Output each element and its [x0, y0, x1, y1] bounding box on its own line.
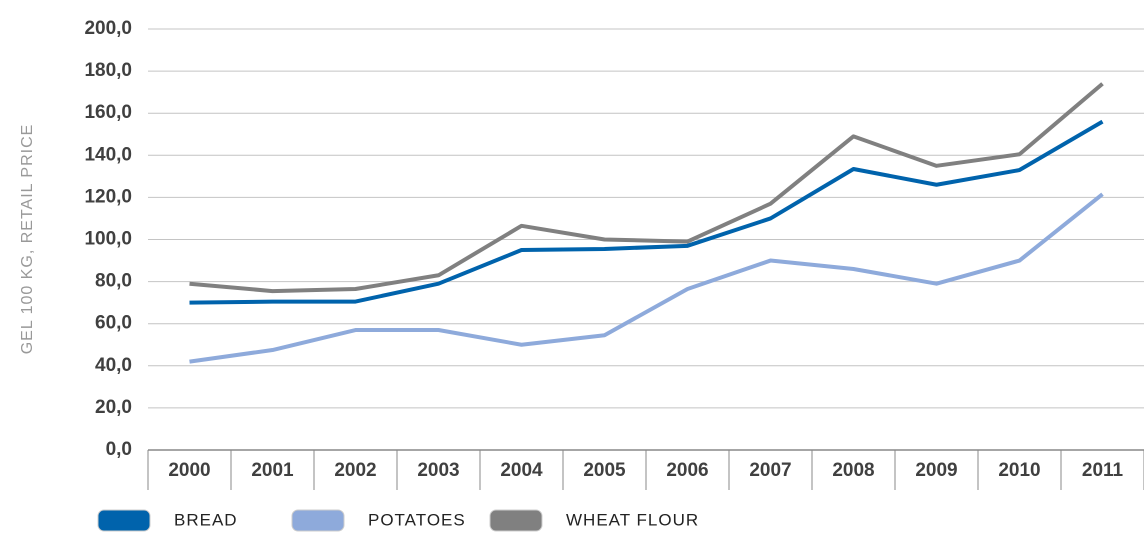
x-tick-label: 2005: [583, 460, 626, 481]
x-tick-label: 2007: [749, 460, 791, 481]
series-line: [189, 82, 1104, 294]
y-tick-label: 200,0: [84, 18, 132, 39]
y-tick-label: 120,0: [84, 186, 132, 207]
legend-label: BREAD: [174, 510, 238, 529]
series-line: [189, 119, 1104, 305]
x-tick-label: 2000: [168, 460, 210, 481]
legend-label: POTATOES: [368, 510, 466, 529]
legend-swatch: [291, 509, 345, 532]
y-tick-label: 180,0: [84, 60, 132, 81]
x-tick-label: 2003: [417, 460, 459, 481]
y-tick-label: 60,0: [95, 313, 132, 334]
y-tick-label: 20,0: [95, 397, 132, 418]
x-tick-label: 2004: [500, 460, 543, 481]
x-tick-label: 2002: [334, 460, 376, 481]
x-tick-label: 2008: [832, 460, 874, 481]
y-tick-label: 160,0: [84, 102, 132, 123]
y-tick-label: 80,0: [95, 271, 132, 292]
x-tick-label: 2001: [251, 460, 294, 481]
y-axis-label: GEL 100 KG, RETAIL PRICE: [19, 124, 36, 355]
y-tick-label: 140,0: [84, 144, 132, 165]
x-tick-label: 2010: [998, 460, 1040, 481]
y-tick-label: 40,0: [95, 355, 132, 376]
x-tick-label: 2009: [915, 460, 957, 481]
y-tick-label: 0,0: [106, 439, 132, 460]
x-tick-label: 2011: [1082, 460, 1124, 481]
legend-swatch: [97, 509, 151, 532]
legend-label: WHEAT FLOUR: [566, 510, 699, 529]
legend-swatch: [489, 509, 543, 532]
x-tick-label: 2006: [666, 460, 708, 481]
y-tick-label: 100,0: [84, 229, 132, 250]
series-line: [189, 192, 1104, 364]
